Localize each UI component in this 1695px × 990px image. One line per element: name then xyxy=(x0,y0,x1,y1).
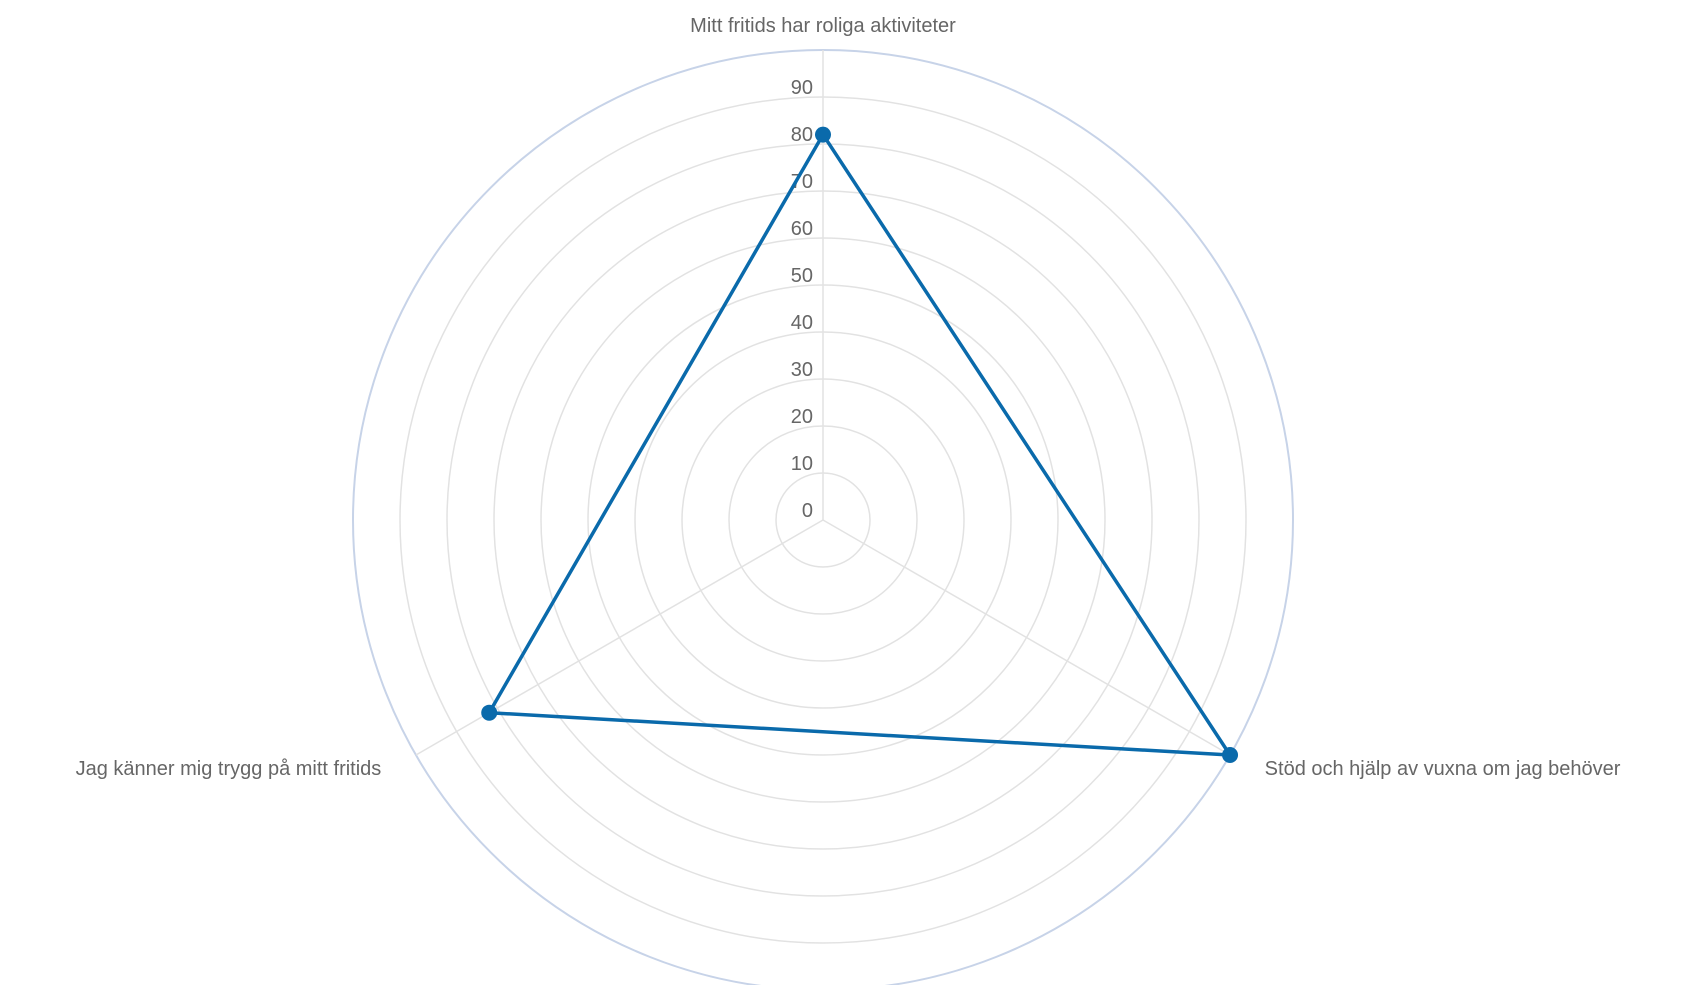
radial-tick-label: 40 xyxy=(791,312,813,334)
radial-tick-label: 50 xyxy=(791,265,813,287)
radial-tick-label: 60 xyxy=(791,218,813,240)
radial-tick-label: 0 xyxy=(802,500,813,522)
category-label-0: Mitt fritids har roliga aktiviteter xyxy=(690,15,956,37)
radial-tick-label: 20 xyxy=(791,406,813,428)
axis-label-layer: Mitt fritids har roliga aktiviteter Stöd … xyxy=(76,15,1621,780)
radial-tick-label: 30 xyxy=(791,359,813,381)
series-point-0[interactable] xyxy=(815,127,831,143)
radial-tick-label: 90 xyxy=(791,77,813,99)
category-label-2: Jag känner mig trygg på mitt fritids xyxy=(76,758,382,780)
spoke-layer xyxy=(416,50,1230,755)
series-point-2[interactable] xyxy=(481,705,497,721)
spoke-1 xyxy=(823,520,1230,755)
category-label-1: Stöd och hjälp av vuxna om jag behöver xyxy=(1265,758,1621,780)
radial-tick-label: 80 xyxy=(791,124,813,146)
radial-tick-label: 10 xyxy=(791,453,813,475)
series-point-1[interactable] xyxy=(1222,747,1238,763)
